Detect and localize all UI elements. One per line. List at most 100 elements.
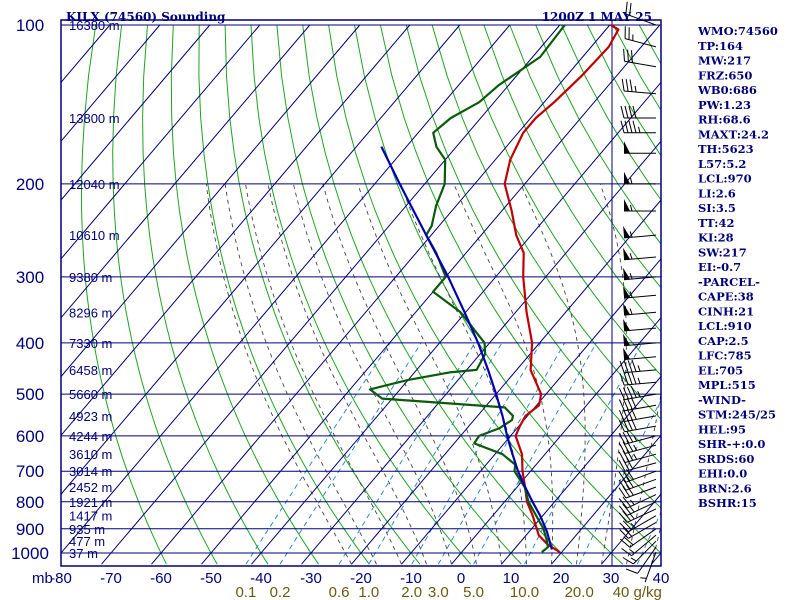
dry-adiabat-line — [379, 24, 661, 509]
height-labels: 16380 m 13800 m 12040 m 10610 m 9380 m 8296 m… — [69, 18, 120, 561]
wind-barb-full — [631, 372, 637, 385]
index-value: CAP:2.5 — [698, 334, 749, 348]
wind-barb-full — [628, 120, 633, 133]
mixing-ratio-tick-label: 40 g/kg — [613, 584, 662, 600]
wind-barb-shaft — [629, 528, 657, 548]
wind-barb-full — [623, 372, 629, 385]
isotherm-line — [151, 24, 611, 565]
height-label: 9380 m — [69, 270, 112, 285]
moist-adiabat-line — [322, 183, 477, 565]
wind-barb-shaft — [624, 462, 657, 472]
wind-barb — [620, 105, 656, 119]
wind-barb — [619, 515, 657, 533]
wind-barb-shaft — [626, 494, 657, 509]
index-value: TT:42 — [698, 216, 735, 230]
mixing-ratio-line — [437, 342, 566, 565]
wind-barb-full — [618, 442, 626, 454]
wind-barb-half — [630, 499, 635, 506]
isotherm-line — [501, 375, 661, 565]
title-block: KILX (74560) Sounding 1200Z 1 MAY 25 — [66, 10, 652, 24]
index-value: EHI:0.0 — [698, 467, 747, 481]
wind-barb-shaft — [624, 453, 657, 463]
wind-barb-full — [618, 471, 627, 483]
dry-adiabat-line — [561, 24, 661, 201]
height-label: 10610 m — [69, 228, 120, 243]
mixing-ratio-line — [411, 342, 542, 565]
wind-barb-full — [619, 522, 629, 533]
wind-barb-full — [618, 505, 628, 516]
background-grid — [0, 24, 661, 565]
pressure-tick-label: 400 — [16, 334, 44, 353]
pressure-tick-label: 300 — [16, 268, 44, 287]
dry-adiabat-line — [535, 24, 661, 245]
wind-barb-full — [631, 50, 633, 63]
dry-adiabat-line — [483, 24, 661, 333]
wind-barb-full — [626, 431, 634, 443]
wind-barb-full — [631, 359, 637, 372]
wind-barb-shaft — [625, 478, 657, 491]
wind-barb — [619, 372, 657, 386]
wind-barb — [618, 407, 657, 422]
mixing-ratio-tick-label: 20.0 — [565, 584, 594, 600]
wind-barb-shaft — [624, 38, 657, 48]
wind-barb-half — [630, 522, 636, 529]
wind-barb-shaft — [644, 551, 657, 583]
wind-barb-half — [629, 253, 633, 260]
wind-barb-pennant — [623, 225, 631, 238]
mixing-ratio-tick-label: 5.0 — [463, 584, 484, 600]
wind-barb-full — [626, 476, 634, 488]
wind-barb-full — [618, 498, 628, 509]
wind-barb — [618, 501, 657, 516]
index-value: MAXT:24.2 — [698, 127, 769, 141]
isotherm-line — [61, 24, 461, 495]
moist-adiabat-line — [357, 183, 502, 565]
wind-barb-full — [626, 397, 633, 410]
index-value: KI:28 — [698, 231, 734, 245]
height-label: 4923 m — [69, 409, 112, 424]
wind-barb-full — [624, 120, 629, 133]
isotherm-line — [0, 25, 60, 564]
wind-barb-pennant — [623, 333, 631, 346]
isotherm-line — [0, 25, 10, 564]
wind-barb-half — [630, 557, 637, 562]
pressure-unit-label: mb — [32, 570, 53, 587]
mixing-ratio-line — [245, 342, 391, 565]
temperature-tick-label: -50 — [200, 570, 222, 587]
pressure-tick-label: 500 — [16, 385, 44, 404]
mixing-ratio-tick-label: 2.0 — [401, 584, 422, 600]
wind-barb-full — [632, 105, 637, 119]
isotherm-line — [301, 140, 661, 565]
wind-barb-full — [626, 386, 633, 399]
wind-barb — [623, 333, 657, 347]
wind-barb — [618, 440, 657, 454]
moist-adiabat-line — [453, 183, 554, 565]
wind-barb-full — [625, 568, 638, 574]
dry-adiabat-line — [224, 24, 421, 565]
wind-barb-full — [622, 387, 629, 400]
wind-barb-half — [637, 390, 641, 398]
index-value: LCL:910 — [698, 319, 752, 333]
wind-barb-pennant — [623, 247, 631, 260]
wind-barb-half — [629, 308, 633, 315]
wind-barb — [618, 418, 657, 433]
wind-barb — [623, 286, 657, 299]
wind-barb — [624, 171, 656, 185]
isotherm-line — [101, 24, 561, 565]
wind-barb-shaft — [624, 311, 657, 316]
wind-barb-full — [630, 407, 637, 420]
height-label: 4244 m — [69, 429, 112, 444]
temperature-tick-label: -20 — [350, 570, 372, 587]
mixing-ratio-tick-label: 3.0 — [428, 584, 449, 600]
mixing-ratio-tick-label: 0.6 — [329, 584, 350, 600]
dry-adiabat-line — [509, 24, 661, 289]
wind-barb-full — [622, 470, 631, 482]
temperature-tick-label: 20 — [553, 570, 570, 587]
moist-adiabat-line — [599, 183, 627, 565]
chart-frame — [60, 19, 662, 567]
isotherm-line — [451, 316, 661, 565]
wind-barb-pennant — [623, 267, 631, 280]
isotherm-line — [61, 24, 161, 143]
temperature-tick-label: -40 — [250, 570, 272, 587]
wind-barb — [618, 458, 657, 472]
isotherm-line — [61, 24, 361, 378]
